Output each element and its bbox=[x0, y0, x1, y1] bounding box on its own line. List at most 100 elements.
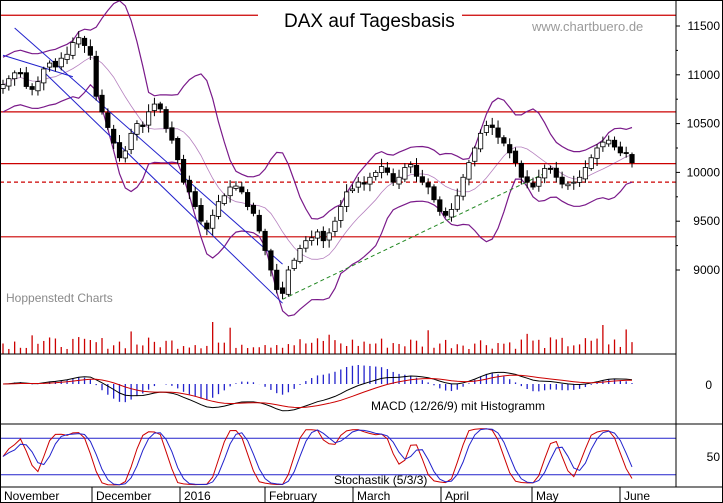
horizontal-levels bbox=[0, 14, 676, 238]
candle-up bbox=[303, 240, 309, 249]
candle-down bbox=[495, 127, 501, 138]
candle-up bbox=[122, 150, 128, 159]
x-month-label: February bbox=[269, 489, 317, 503]
macd-signal-line bbox=[2, 374, 633, 409]
y-tick-label: 9000 bbox=[693, 263, 720, 277]
candle-up bbox=[332, 220, 338, 232]
candle-down bbox=[279, 287, 286, 294]
candle-up bbox=[12, 72, 18, 80]
x-month-label: March bbox=[357, 489, 390, 503]
candle-down bbox=[559, 176, 565, 185]
candle-up bbox=[134, 123, 140, 135]
candle-up bbox=[396, 176, 402, 185]
candle-up bbox=[297, 248, 303, 262]
axis-ticks: 9000 9500 10000 10500 11000 11500 November Dece… bbox=[0, 19, 720, 503]
candle-down bbox=[192, 191, 198, 207]
candle-down bbox=[611, 139, 618, 148]
stochastic-label: Stochastik (5/3/3) bbox=[334, 473, 427, 487]
candle-up bbox=[349, 188, 356, 192]
candle-down bbox=[507, 144, 513, 154]
candle-down bbox=[81, 37, 88, 46]
candle-up bbox=[210, 214, 216, 229]
candle-down bbox=[524, 176, 530, 183]
candle-up bbox=[571, 181, 577, 184]
candle-up bbox=[408, 164, 414, 168]
candle-up bbox=[151, 103, 158, 111]
candle-down bbox=[512, 150, 519, 164]
candle-down bbox=[320, 230, 326, 242]
x-month-label: May bbox=[536, 489, 559, 503]
candle-up bbox=[233, 185, 239, 189]
candle-down bbox=[105, 112, 111, 128]
candle-down bbox=[530, 182, 536, 188]
candle-down bbox=[256, 214, 262, 232]
candle-up bbox=[76, 37, 82, 45]
stochastic-panel bbox=[0, 428, 676, 486]
macd-panel bbox=[2, 365, 633, 412]
candle-up bbox=[35, 81, 41, 92]
stochastic-d-line bbox=[2, 428, 633, 486]
candle-down bbox=[157, 103, 163, 110]
candle-down bbox=[553, 167, 559, 178]
candle-up bbox=[326, 232, 332, 241]
watermark: www.chartbuero.de bbox=[531, 19, 643, 34]
x-month-label: June bbox=[624, 489, 650, 503]
candle-down bbox=[186, 179, 192, 193]
candle-up bbox=[6, 78, 12, 87]
candle-up bbox=[0, 84, 6, 89]
candle-down bbox=[629, 154, 635, 164]
y-tick-label: 9500 bbox=[693, 214, 720, 228]
candle-up bbox=[373, 171, 379, 177]
candle-up bbox=[70, 42, 76, 56]
candle-up bbox=[582, 167, 589, 180]
candle-up bbox=[477, 132, 484, 150]
candle-down bbox=[437, 199, 443, 212]
candle-up bbox=[472, 147, 478, 162]
candle-down bbox=[180, 158, 187, 183]
candle-up bbox=[576, 176, 583, 183]
candle-down bbox=[198, 205, 204, 222]
middle-band bbox=[2, 56, 633, 260]
candle-down bbox=[274, 269, 280, 290]
candle-down bbox=[245, 192, 251, 207]
trendline bbox=[43, 71, 283, 304]
candles bbox=[0, 31, 635, 300]
x-month-label: April bbox=[445, 489, 469, 503]
candle-up bbox=[355, 181, 361, 188]
candle-up bbox=[314, 231, 321, 239]
x-month-label: 2016 bbox=[184, 489, 211, 503]
y-tick-label: 10500 bbox=[687, 117, 721, 131]
candle-up bbox=[291, 259, 297, 269]
candle-up bbox=[466, 162, 472, 180]
trendlines bbox=[2, 27, 545, 304]
candle-down bbox=[169, 127, 175, 141]
candle-up bbox=[460, 176, 466, 197]
candle-down bbox=[111, 128, 117, 144]
candle-down bbox=[361, 182, 367, 185]
candle-up bbox=[309, 237, 315, 241]
trendline bbox=[2, 54, 74, 78]
candle-down bbox=[175, 138, 181, 161]
x-month-label: December bbox=[96, 489, 151, 503]
candle-down bbox=[204, 222, 210, 230]
candle-up bbox=[221, 195, 227, 204]
candle-up bbox=[227, 186, 233, 197]
candle-down bbox=[140, 124, 146, 127]
candle-down bbox=[489, 124, 495, 128]
candle-down bbox=[623, 152, 629, 154]
candle-down bbox=[425, 182, 431, 188]
candle-down bbox=[17, 72, 24, 75]
candle-down bbox=[518, 162, 524, 178]
candle-up bbox=[565, 183, 571, 187]
candle-up bbox=[594, 147, 600, 159]
y-tick-label: 11000 bbox=[688, 68, 721, 82]
candle-up bbox=[146, 111, 152, 126]
candle-up bbox=[41, 68, 47, 84]
candle-down bbox=[268, 250, 274, 271]
candle-down bbox=[116, 142, 123, 159]
candle-down bbox=[29, 86, 35, 90]
candle-up bbox=[536, 176, 542, 187]
